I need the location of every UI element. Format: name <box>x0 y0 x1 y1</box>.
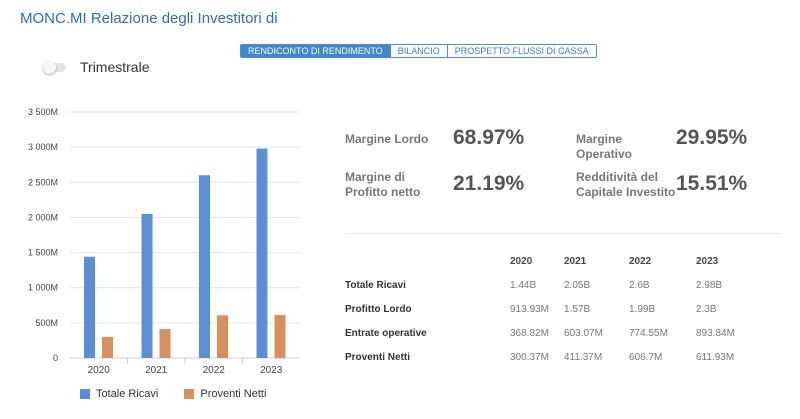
section-divider <box>345 233 780 234</box>
bar-proventi-netti-2021[interactable] <box>159 329 171 358</box>
bar-totale-ricavi-2021[interactable] <box>141 213 153 358</box>
table-cell: 368.82M <box>510 328 549 339</box>
table-cell: 913.93M <box>510 304 549 315</box>
table-cell: 2.98B <box>696 280 723 291</box>
chart-legend: Totale Ricavi Proventi Netti <box>80 388 292 400</box>
x-tick-label: 2023 <box>260 365 283 376</box>
table-cell: 411.37M <box>564 352 603 363</box>
table-cell: 606.7M <box>629 352 663 363</box>
metric-label-operating-margin: Margine Operativo <box>576 132 633 161</box>
legend-label: Totale Ricavi <box>96 388 159 400</box>
x-tick-label: 2021 <box>145 365 168 376</box>
y-tick-label: 500M <box>35 318 58 328</box>
metric-label-gross-margin: Margine Lordo <box>345 132 429 146</box>
table-cell: 1.99B <box>629 304 656 315</box>
y-tick-label: 3 500M <box>28 107 58 117</box>
table-header-year: 2022 <box>629 256 652 267</box>
table-cell: 1.57B <box>564 304 591 315</box>
table-cell: 603.07M <box>564 328 603 339</box>
bar-totale-ricavi-2023[interactable] <box>256 148 268 358</box>
y-tick-label: 2 500M <box>28 177 58 187</box>
row-label-entrate-operative: Entrate operative <box>345 328 427 339</box>
metric-value-roic: 15.51% <box>676 172 748 195</box>
bar-proventi-netti-2022[interactable] <box>217 315 228 358</box>
y-tick-label: 1 000M <box>28 283 58 293</box>
table-cell: 2.05B <box>564 280 591 291</box>
metric-value-operating-margin: 29.95% <box>676 126 748 149</box>
table-cell: 1.44B <box>510 280 537 291</box>
row-label-totale-ricavi: Totale Ricavi <box>345 280 406 291</box>
row-label-profitto-lordo: Profitto Lordo <box>345 304 412 315</box>
metric-label-roic: Redditività del Capitale Investito <box>576 170 676 199</box>
legend-label: Proventi Netti <box>200 388 267 400</box>
legend-item-totale-ricavi[interactable]: Totale Ricavi <box>80 388 158 400</box>
toggle-knob[interactable] <box>43 61 56 74</box>
statement-tabs: RENDICONTO DI RENDIMENTO BILANCIO PROSPE… <box>240 44 597 58</box>
y-tick-label: 1 500M <box>28 248 58 258</box>
table-header-year: 2021 <box>564 256 587 267</box>
table-cell: 893.84M <box>696 328 735 339</box>
table-cell: 2.6B <box>629 280 650 291</box>
table-cell: 300.37M <box>510 352 549 363</box>
x-tick-label: 2020 <box>88 365 111 376</box>
metric-label-net-margin: Margine di Profitto netto <box>345 170 421 199</box>
legend-swatch-blue <box>80 389 90 399</box>
tab-balance-sheet[interactable]: BILANCIO <box>390 45 448 57</box>
tab-cash-flow[interactable]: PROSPETTO FLUSSI DI CASSA <box>447 45 596 57</box>
metric-value-net-margin: 21.19% <box>453 172 525 195</box>
table-cell: 774.55M <box>629 328 668 339</box>
legend-swatch-orange <box>184 389 195 399</box>
quarterly-toggle-label: Trimestrale <box>80 59 150 75</box>
bar-totale-ricavi-2022[interactable] <box>199 175 210 358</box>
table-header-year: 2023 <box>696 256 719 267</box>
page-title: MONC.MI Relazione degli Investitori di <box>20 10 278 27</box>
legend-item-proventi-netti[interactable]: Proventi Netti <box>184 388 266 400</box>
table-cell: 2.3B <box>696 304 717 315</box>
bar-proventi-netti-2023[interactable] <box>274 314 286 358</box>
tab-income-statement[interactable]: RENDICONTO DI RENDIMENTO <box>241 45 391 57</box>
y-tick-label: 0 <box>53 353 58 363</box>
y-tick-label: 3 000M <box>28 142 58 152</box>
revenue-chart: 0 500M 1 000M 1 500M 2 000M 2 500M 3 000M 3 500… <box>28 107 300 376</box>
table-header-year: 2020 <box>510 256 533 267</box>
row-label-proventi-netti: Proventi Netti <box>345 352 411 363</box>
table-cell: 611.93M <box>696 352 735 363</box>
metric-value-gross-margin: 68.97% <box>453 126 525 149</box>
x-tick-label: 2022 <box>203 365 226 376</box>
bar-totale-ricavi-2020[interactable] <box>84 256 95 358</box>
quarterly-toggle[interactable] <box>43 61 66 74</box>
y-tick-label: 2 000M <box>28 212 58 222</box>
bar-proventi-netti-2020[interactable] <box>102 336 113 358</box>
